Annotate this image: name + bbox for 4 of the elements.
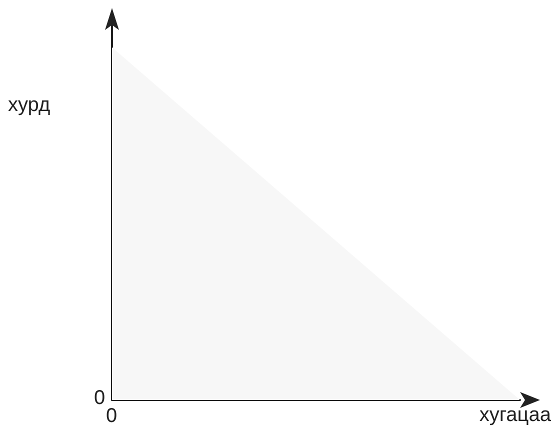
annotation: 0: [94, 387, 106, 409]
x-axis-title: хугацаа: [479, 404, 552, 426]
text: 0: [106, 405, 118, 427]
y-axis-title: хурд: [8, 94, 50, 116]
